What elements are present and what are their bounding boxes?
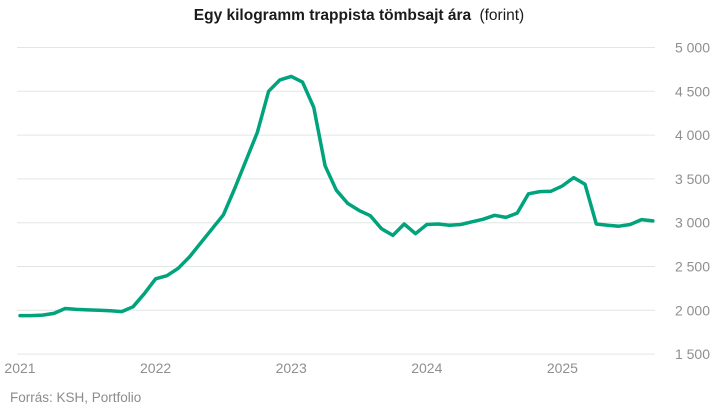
y-axis-tick-label: 3 000 — [675, 215, 710, 231]
source-note: Forrás: KSH, Portfolio — [10, 390, 142, 405]
x-axis-tick-label: 2023 — [276, 360, 307, 376]
y-axis-tick-label: 3 500 — [675, 171, 710, 187]
y-axis-tick-label: 2 500 — [675, 259, 710, 275]
x-axis-tick-label: 2022 — [140, 360, 171, 376]
y-axis-tick-label: 4 000 — [675, 127, 710, 143]
price-line-series — [18, 74, 655, 318]
y-axis-tick-label: 2 000 — [675, 302, 710, 318]
chart-title-unit: (forint) — [479, 7, 525, 24]
chart-title-main: Egy kilogramm trappista tömbsajt ára — [193, 7, 472, 24]
chart-title: Egy kilogramm trappista tömbsajt ára (fo… — [0, 7, 718, 25]
x-axis-tick-label: 2025 — [547, 360, 578, 376]
y-axis-tick-label: 5 000 — [675, 40, 710, 56]
x-axis-tick-label: 2021 — [4, 360, 35, 376]
y-axis-tick-label: 4 500 — [675, 83, 710, 99]
x-axis-tick-label: 2024 — [411, 360, 442, 376]
y-axis-tick-label: 1 500 — [675, 346, 710, 362]
